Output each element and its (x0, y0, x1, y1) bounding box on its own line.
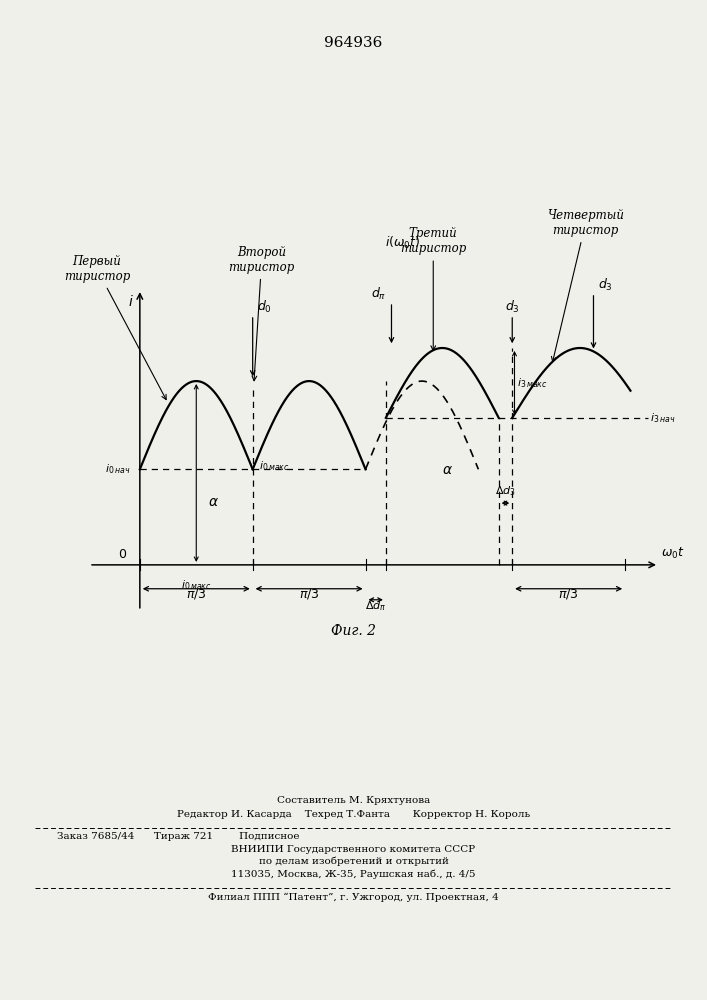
Text: ВНИИПИ Государственного комитета СССР: ВНИИПИ Государственного комитета СССР (231, 845, 476, 854)
Text: $\omega_0 t$: $\omega_0 t$ (661, 546, 685, 561)
Text: $d_0$: $d_0$ (257, 299, 272, 315)
Text: $d_\pi$: $d_\pi$ (370, 286, 386, 302)
Text: $i_{0\,нач}$: $i_{0\,нач}$ (105, 462, 131, 476)
Text: Четвертый
тиристор: Четвертый тиристор (547, 209, 624, 362)
Text: $\alpha$: $\alpha$ (443, 463, 453, 477)
Text: Заказ 7685/44      Тираж 721        Подписное: Заказ 7685/44 Тираж 721 Подписное (57, 832, 299, 841)
Text: Третий
тиристор: Третий тиристор (400, 227, 467, 350)
Text: $i_{0\,макс}$: $i_{0\,макс}$ (181, 578, 211, 592)
Text: 0: 0 (118, 548, 127, 561)
Text: $\pi/3$: $\pi/3$ (186, 587, 206, 601)
Text: $i_{0\,макс}$: $i_{0\,макс}$ (259, 459, 291, 473)
Text: i: i (129, 295, 133, 309)
Text: Второй
тиристор: Второй тиристор (228, 246, 295, 381)
Text: $i(\omega_0 t)$: $i(\omega_0 t)$ (385, 235, 421, 251)
Text: Первый
тиристор: Первый тиристор (64, 255, 166, 400)
Text: $i_{3\,макс}$: $i_{3\,макс}$ (517, 376, 547, 390)
Text: $d_3$: $d_3$ (505, 299, 520, 315)
Text: $i_{3\,нач}$: $i_{3\,нач}$ (650, 411, 675, 425)
Text: Филиал ППП “Патент”, г. Ужгород, ул. Проектная, 4: Филиал ППП “Патент”, г. Ужгород, ул. Про… (208, 893, 499, 902)
Text: $\Delta d_\pi$: $\Delta d_\pi$ (365, 599, 387, 613)
Text: 964936: 964936 (325, 36, 382, 50)
Text: по делам изобретений и открытий: по делам изобретений и открытий (259, 856, 448, 866)
Text: $\alpha$: $\alpha$ (208, 495, 218, 509)
Text: 113035, Москва, Ж-35, Раушская наб., д. 4/5: 113035, Москва, Ж-35, Раушская наб., д. … (231, 869, 476, 879)
Text: $\pi/3$: $\pi/3$ (299, 587, 320, 601)
Text: $\Delta d_3$: $\Delta d_3$ (495, 484, 516, 498)
Text: Редактор И. Касарда    Техред Т.Фанта       Корректор Н. Король: Редактор И. Касарда Техред Т.Фанта Корре… (177, 810, 530, 819)
Text: $\pi/3$: $\pi/3$ (559, 587, 579, 601)
Text: Фиг. 2: Фиг. 2 (331, 624, 376, 638)
Text: $d_3$: $d_3$ (598, 277, 613, 293)
Text: Составитель М. Кряхтунова: Составитель М. Кряхтунова (277, 796, 430, 805)
